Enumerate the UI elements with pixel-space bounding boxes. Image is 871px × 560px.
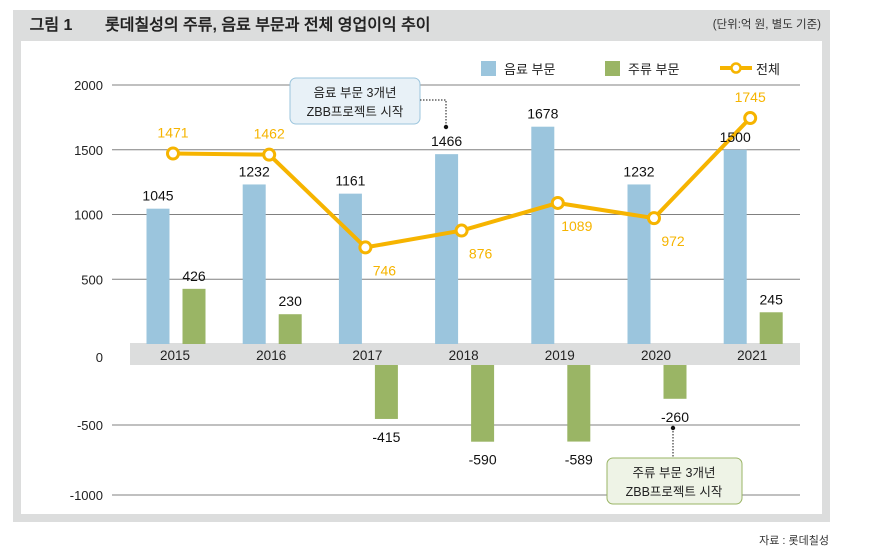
- bar-beverage: [435, 154, 459, 344]
- data-label-total: 972: [661, 233, 685, 249]
- data-label-beverage: 1678: [527, 106, 558, 122]
- total-point: [166, 146, 180, 161]
- bar-liquor: [567, 365, 591, 442]
- total-point: [454, 223, 469, 238]
- y-tick-label: 500: [81, 272, 103, 287]
- x-tick-label: 2020: [641, 348, 671, 363]
- bars: [146, 126, 783, 442]
- bar-liquor: [374, 365, 398, 419]
- data-label-beverage: 1045: [142, 188, 173, 204]
- annotation-box-liquor: [606, 457, 743, 505]
- bar-beverage: [723, 149, 747, 344]
- data-label-beverage: 1161: [335, 173, 365, 189]
- x-axis-labels: 2015 2016 2017 2018 2019 2020 2021: [160, 348, 767, 363]
- bar-liquor: [182, 288, 206, 344]
- year-band: [130, 343, 800, 365]
- data-label-beverage: 1500: [720, 129, 751, 145]
- data-label-beverage: 1232: [623, 163, 654, 179]
- y-tick-label: -500: [77, 418, 103, 433]
- data-label-beverage: 1232: [239, 163, 270, 179]
- value-labels: 1045 1232 1161 1466 1678 1232 1500 426 230 -415 -5…: [142, 89, 783, 468]
- y-tick-label: 0: [96, 350, 103, 365]
- title-bar: [93, 10, 830, 41]
- data-label-liquor: -415: [372, 429, 400, 445]
- legend-swatch-liquor: [605, 61, 620, 76]
- data-label-liquor: 426: [182, 268, 206, 284]
- total-point: [358, 240, 373, 255]
- legend-label-total: 전체: [756, 62, 780, 77]
- bar-liquor: [663, 365, 687, 399]
- annotation-leader: [420, 99, 447, 126]
- data-label-total: 876: [469, 246, 493, 262]
- y-tick-label: 1500: [74, 143, 103, 158]
- x-tick-label: 2019: [545, 348, 575, 363]
- legend: 음료 부문 주류 부문 전체: [450, 61, 800, 86]
- data-label-total: 1462: [254, 126, 285, 142]
- legend-marker-total: [730, 62, 742, 74]
- total-point: [743, 111, 758, 126]
- y-axis-ticks: 2000 1500 1000 500 0 -500 -1000: [70, 78, 103, 503]
- annotation-text: 음료 부문 3개년: [314, 86, 397, 100]
- legend-label-beverage: 음료 부문: [504, 62, 555, 77]
- y-tick-label: -1000: [70, 488, 103, 503]
- bar-liquor: [278, 314, 302, 344]
- bar-beverage: [338, 193, 362, 344]
- legend-swatch-beverage: [481, 61, 496, 76]
- unit-note: (단위:억 원, 별도 기준): [712, 19, 821, 31]
- data-label-beverage: 1466: [431, 133, 462, 149]
- bar-beverage: [627, 184, 651, 344]
- x-tick-label: 2017: [352, 348, 382, 363]
- bar-beverage: [146, 208, 170, 344]
- total-point: [647, 211, 661, 226]
- data-label-liquor: -590: [469, 452, 497, 468]
- data-label-total: 746: [373, 262, 397, 278]
- chart-title: 롯데칠성의 주류, 음료 부문과 전체 영업이익 추이: [105, 17, 431, 34]
- x-tick-label: 2021: [737, 348, 767, 363]
- bar-beverage: [531, 126, 555, 344]
- data-label-total: 1089: [561, 218, 592, 234]
- x-tick-label: 2018: [449, 348, 479, 363]
- total-point: [550, 195, 565, 210]
- bar-liquor: [759, 312, 783, 344]
- annotation-text: 주류 부문 3개년: [633, 466, 716, 480]
- total-point: [262, 147, 277, 162]
- annotation-box-beverage: [289, 77, 421, 125]
- annotation-dot: [443, 124, 449, 130]
- x-tick-label: 2016: [256, 348, 286, 363]
- annotation-text: ZBB프로젝트 시작: [626, 485, 723, 499]
- total-line: [166, 111, 758, 255]
- data-label-liquor: -260: [661, 409, 689, 425]
- x-tick-label: 2015: [160, 348, 190, 363]
- bar-beverage: [242, 184, 266, 344]
- data-label-total: 1471: [157, 125, 188, 141]
- source-note: 자료 : 롯데칠성: [759, 535, 829, 547]
- data-label-liquor: -589: [565, 452, 593, 468]
- data-label-liquor: 230: [279, 293, 303, 309]
- data-label-liquor: 245: [760, 291, 784, 307]
- data-label-total: 1745: [735, 89, 766, 105]
- bar-liquor: [471, 365, 495, 442]
- figure-label: 그림 1: [13, 10, 89, 41]
- legend-label-liquor: 주류 부문: [628, 62, 679, 77]
- y-tick-label: 1000: [74, 208, 103, 223]
- annotation-dot: [670, 425, 676, 431]
- annotation-text: ZBB프로젝트 시작: [307, 105, 404, 119]
- y-tick-label: 2000: [74, 78, 103, 93]
